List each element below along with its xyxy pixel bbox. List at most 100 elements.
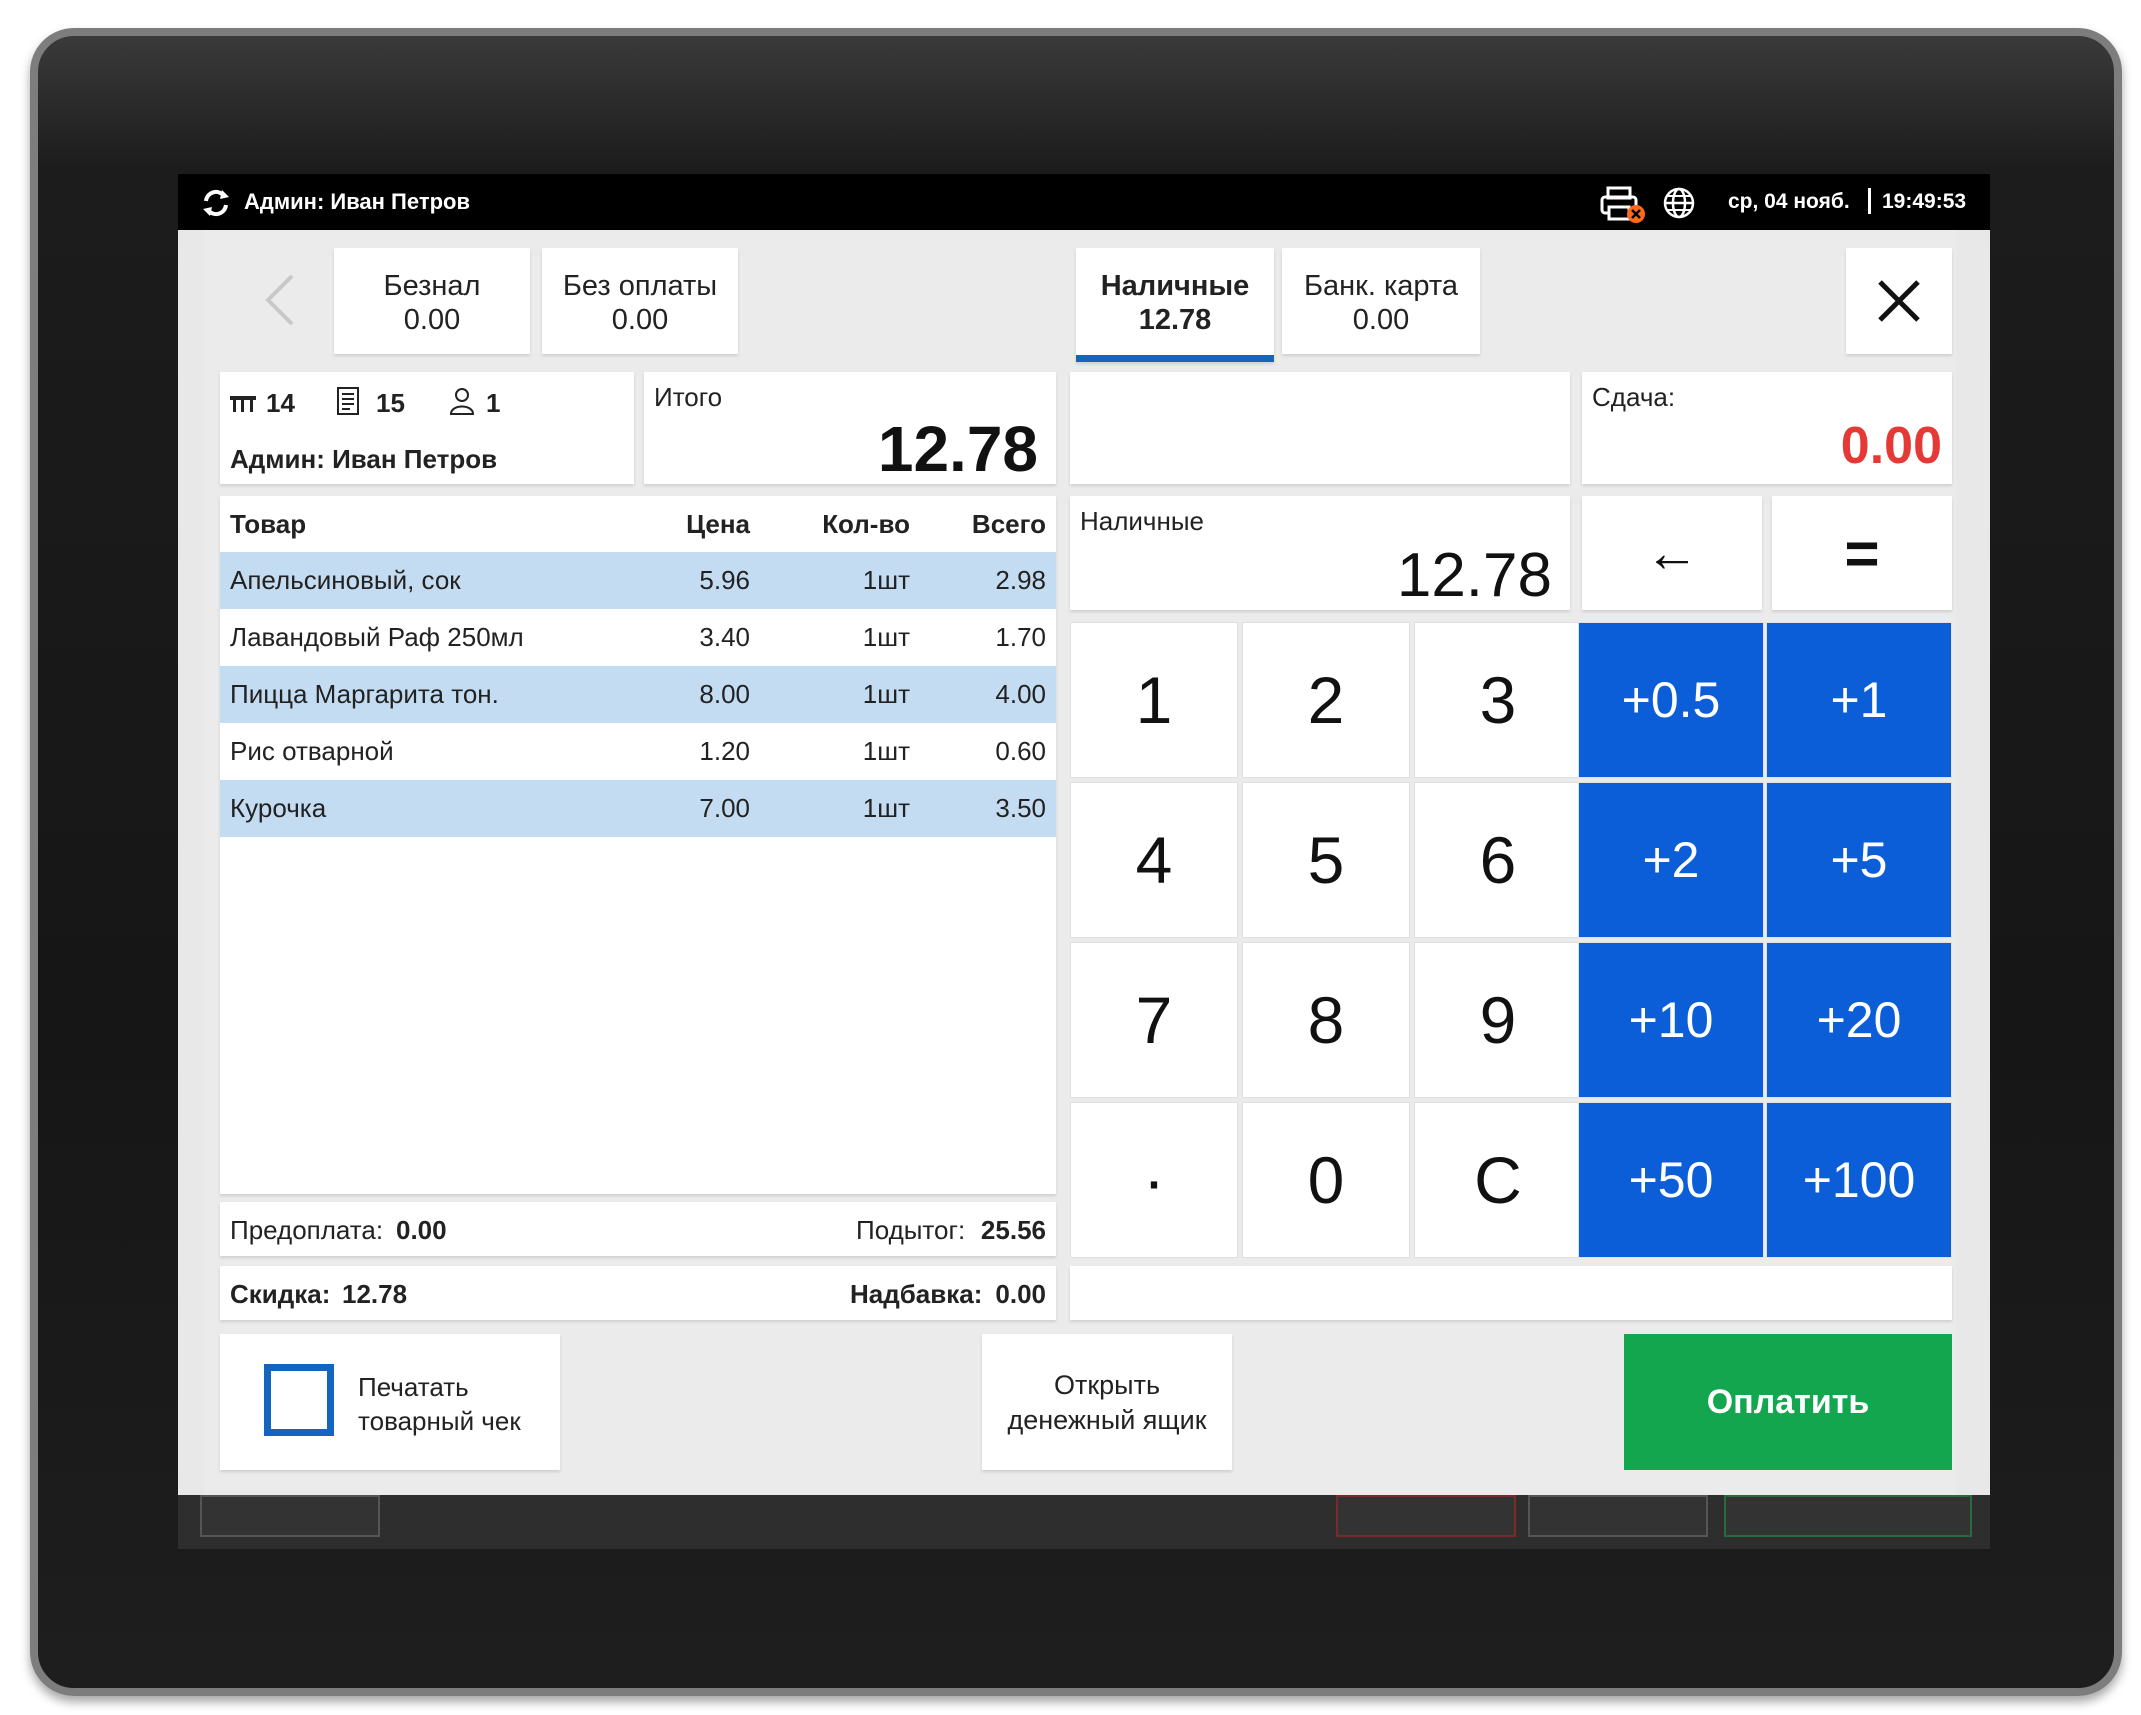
print-receipt-toggle[interactable]: Печатать товарный чек bbox=[220, 1334, 560, 1470]
sync-icon[interactable] bbox=[200, 187, 232, 219]
close-icon bbox=[1878, 280, 1920, 322]
table-icon bbox=[230, 396, 256, 412]
status-separator bbox=[1868, 188, 1871, 214]
backspace-icon: ← bbox=[1645, 523, 1699, 583]
tab-no-payment[interactable]: Без оплаты 0.00 bbox=[542, 248, 738, 354]
background-app-strip bbox=[178, 1495, 1990, 1549]
open-drawer-button[interactable]: Открыть денежный ящик bbox=[982, 1334, 1232, 1470]
cell-price: 3.40 bbox=[699, 622, 750, 652]
status-bar: Админ: Иван Петров ср, 04 нояб. 19:49:53 bbox=[178, 174, 1990, 230]
key-0[interactable]: 0 bbox=[1242, 1102, 1410, 1258]
cell-price: 7.00 bbox=[640, 780, 760, 837]
pay-button[interactable]: Оплатить bbox=[1624, 1334, 1952, 1470]
cell-total: 4.00 bbox=[920, 666, 1056, 723]
pos-screen: Админ: Иван Петров ср, 04 нояб. 19:49:53… bbox=[178, 174, 1990, 1549]
cell-product: Апельсиновый, сок bbox=[220, 552, 640, 609]
prepay-value: 0.00 bbox=[396, 1215, 447, 1245]
payment-dialog: Безнал 0.00 Без оплаты 0.00 Наличные 12.… bbox=[204, 230, 1956, 1495]
table-row[interactable]: Апельсиновый, сок 5.96 1шт 2.98 bbox=[220, 552, 1056, 609]
prepay-subtotal-row: Предоплата: 0.00 Подытог: 25.56 bbox=[220, 1202, 1056, 1256]
table-row[interactable]: Курочка 7.00 1шт 3.50 bbox=[220, 780, 1056, 837]
cell-product: Пицца Маргарита тон. bbox=[220, 666, 640, 723]
key-plus-2[interactable]: +2 bbox=[1578, 782, 1764, 938]
key-plus-100[interactable]: +100 bbox=[1766, 1102, 1952, 1258]
key-9[interactable]: 9 bbox=[1414, 942, 1582, 1098]
cell-qty: 1шт bbox=[862, 622, 910, 652]
cell-total: 0.60 bbox=[995, 736, 1046, 766]
key-6[interactable]: 6 bbox=[1414, 782, 1582, 938]
receipt-icon bbox=[337, 387, 359, 415]
order-info-panel: 14 15 1 Админ: Иван Петров bbox=[220, 372, 634, 484]
cell-qty: 1шт bbox=[760, 666, 920, 723]
change-label: Сдача: bbox=[1592, 382, 1676, 412]
discount-label: Скидка: bbox=[230, 1279, 331, 1309]
tab-bank-card[interactable]: Банк. карта 0.00 bbox=[1282, 248, 1480, 354]
cell-total: 3.50 bbox=[920, 780, 1056, 837]
subtotal-label: Подытог: bbox=[856, 1215, 966, 1245]
tab-cash[interactable]: Наличные 12.78 bbox=[1076, 248, 1274, 362]
guest-count: 1 bbox=[486, 388, 501, 418]
cash-input[interactable]: Наличные 12.78 bbox=[1070, 496, 1570, 610]
status-user: Админ: Иван Петров bbox=[244, 189, 470, 214]
print-receipt-checkbox[interactable] bbox=[264, 1364, 334, 1436]
items-panel: Товар Цена Кол-во Всего Апельсиновый, со… bbox=[220, 496, 1056, 1194]
key-1[interactable]: 1 bbox=[1070, 622, 1238, 778]
background-button bbox=[1724, 1495, 1972, 1537]
total-value: 12.78 bbox=[877, 413, 1038, 485]
cell-total: 2.98 bbox=[920, 552, 1056, 609]
cell-qty: 1шт bbox=[760, 780, 920, 837]
table-row[interactable]: Лавандовый Раф 250мл 3.40 1шт 1.70 bbox=[220, 609, 1056, 666]
print-receipt-label-1: Печатать bbox=[358, 1372, 469, 1402]
cash-input-value: 12.78 bbox=[1396, 541, 1552, 610]
tab-amount: 0.00 bbox=[611, 304, 669, 336]
key-decimal[interactable]: · bbox=[1070, 1102, 1238, 1258]
items-table: Товар Цена Кол-во Всего Апельсиновый, со… bbox=[220, 496, 1056, 837]
background-button bbox=[1528, 1495, 1708, 1537]
background-button bbox=[1336, 1495, 1516, 1537]
table-row[interactable]: Пицца Маргарита тон. 8.00 1шт 4.00 bbox=[220, 666, 1056, 723]
items-header-row: Товар Цена Кол-во Всего bbox=[220, 496, 1056, 552]
globe-icon[interactable] bbox=[1662, 186, 1696, 220]
key-plus-50[interactable]: +50 bbox=[1578, 1102, 1764, 1258]
active-tab-indicator bbox=[1076, 355, 1274, 362]
equals-button[interactable]: = bbox=[1772, 496, 1952, 610]
cell-total: 1.70 bbox=[995, 622, 1046, 652]
key-plus-5[interactable]: +5 bbox=[1766, 782, 1952, 938]
key-5[interactable]: 5 bbox=[1242, 782, 1410, 938]
key-clear[interactable]: C bbox=[1414, 1102, 1582, 1258]
key-2[interactable]: 2 bbox=[1242, 622, 1410, 778]
table-number: 14 bbox=[266, 388, 295, 418]
check-number: 15 bbox=[376, 388, 405, 418]
cell-price: 5.96 bbox=[640, 552, 760, 609]
key-8[interactable]: 8 bbox=[1242, 942, 1410, 1098]
key-3[interactable]: 3 bbox=[1414, 622, 1582, 778]
printer-error-icon[interactable] bbox=[1600, 184, 1648, 224]
cell-price: 8.00 bbox=[640, 666, 760, 723]
tab-amount: 0.00 bbox=[403, 304, 461, 336]
back-arrow-icon[interactable] bbox=[264, 274, 296, 326]
total-label: Итого bbox=[654, 382, 723, 412]
tab-label: Банк. карта bbox=[1303, 270, 1458, 302]
key-plus-1[interactable]: +1 bbox=[1766, 622, 1952, 778]
key-plus-10[interactable]: +10 bbox=[1578, 942, 1764, 1098]
background-button bbox=[200, 1495, 380, 1537]
cell-qty: 1шт bbox=[862, 736, 910, 766]
open-drawer-label-2: денежный ящик bbox=[1007, 1405, 1207, 1435]
equals-label: = bbox=[1844, 519, 1880, 587]
key-plus-0-5[interactable]: +0.5 bbox=[1578, 622, 1764, 778]
backspace-button[interactable]: ← bbox=[1582, 496, 1762, 610]
key-4[interactable]: 4 bbox=[1070, 782, 1238, 938]
keypad-footer-field bbox=[1070, 1266, 1952, 1320]
open-drawer-label-1: Открыть bbox=[1053, 1370, 1161, 1400]
header-price: Цена bbox=[686, 508, 750, 539]
close-button[interactable] bbox=[1846, 248, 1952, 354]
header-product: Товар bbox=[230, 508, 307, 539]
tab-label: Безнал bbox=[383, 270, 481, 302]
header-total: Всего bbox=[971, 508, 1046, 539]
keypad: 1 2 3 +0.5 +1 4 5 6 +2 +5 7 8 9 +10 +20 … bbox=[1070, 622, 1952, 1260]
key-7[interactable]: 7 bbox=[1070, 942, 1238, 1098]
key-plus-20[interactable]: +20 bbox=[1766, 942, 1952, 1098]
table-row[interactable]: Рис отварной 1.20 1шт 0.60 bbox=[220, 723, 1056, 780]
tab-cashless[interactable]: Безнал 0.00 bbox=[334, 248, 530, 354]
cell-price: 1.20 bbox=[699, 736, 750, 766]
